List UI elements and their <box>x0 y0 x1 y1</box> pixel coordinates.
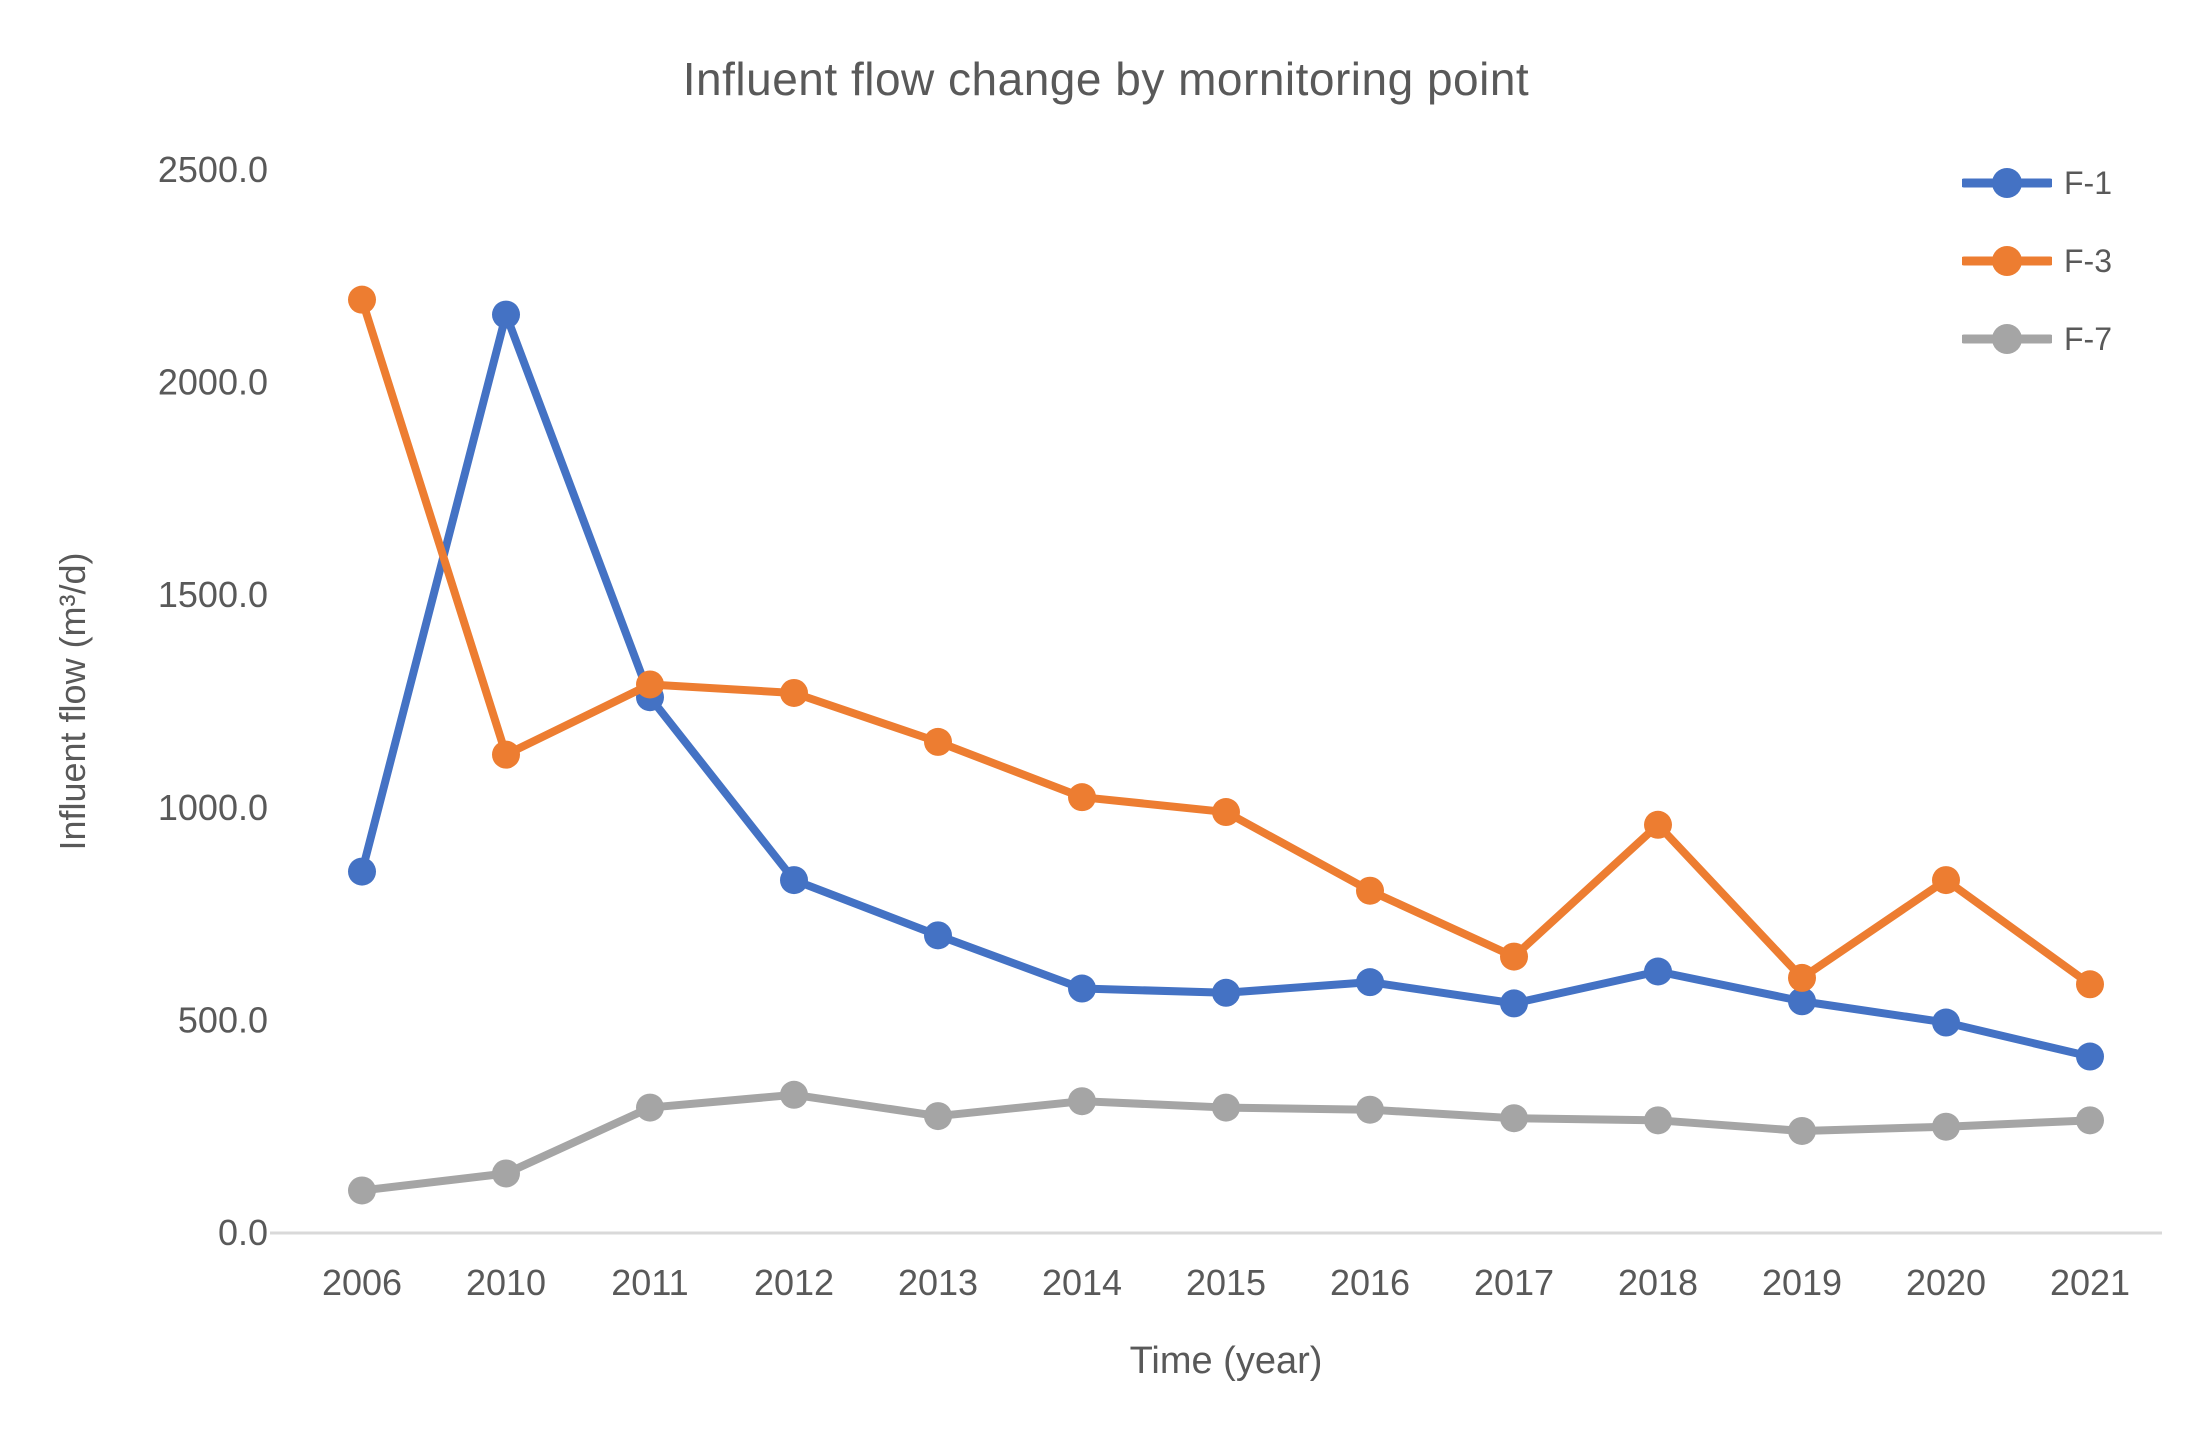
data-point-F-7-2011 <box>636 1093 664 1122</box>
legend-label: F-7 <box>2064 321 2112 357</box>
data-point-F-3-2019 <box>1788 963 1816 992</box>
x-tick-label: 2010 <box>466 1262 546 1303</box>
data-point-F-3-2011 <box>636 670 664 699</box>
data-point-F-7-2020 <box>1932 1112 1960 1141</box>
y-tick-label: 500.0 <box>178 999 268 1040</box>
legend-item-f1[interactable]: F-1 <box>1962 158 2112 208</box>
data-point-F-3-2021 <box>2076 970 2104 999</box>
y-tick-label: 0.0 <box>218 1212 268 1253</box>
legend-label: F-3 <box>2064 243 2112 279</box>
data-point-F-7-2012 <box>780 1080 808 1109</box>
data-point-F-7-2014 <box>1068 1087 1096 1116</box>
data-point-F-3-2016 <box>1356 876 1384 905</box>
data-point-F-3-2010 <box>492 740 520 769</box>
legend: F-1 F-3 F-7 <box>1962 158 2112 364</box>
data-point-F-3-2020 <box>1932 866 1960 895</box>
data-point-F-7-2010 <box>492 1159 520 1188</box>
data-point-F-3-2013 <box>924 727 952 756</box>
data-point-F-3-2014 <box>1068 783 1096 812</box>
data-point-F-3-2015 <box>1212 798 1240 827</box>
legend-swatch-line-icon <box>1962 168 2052 198</box>
data-point-F-3-2012 <box>780 678 808 707</box>
data-point-F-3-2006 <box>348 285 376 314</box>
data-point-F-7-2017 <box>1500 1104 1528 1133</box>
y-tick-label: 2500.0 <box>158 149 268 190</box>
y-axis-title: Influent flow (m³/d) <box>52 552 93 850</box>
x-tick-label: 2012 <box>754 1262 834 1303</box>
series-line-F-3 <box>358 295 2094 989</box>
data-point-F-7-2018 <box>1644 1106 1672 1135</box>
data-point-F-7-2021 <box>2076 1106 2104 1135</box>
data-point-F-7-2015 <box>1212 1093 1240 1122</box>
chart-title: Influent flow change by mornitoring poin… <box>682 53 1530 105</box>
data-point-F-3-2018 <box>1644 810 1672 839</box>
x-tick-label: 2006 <box>322 1262 402 1303</box>
legend-item-f7[interactable]: F-7 <box>1962 314 2112 364</box>
data-point-F-7-2016 <box>1356 1095 1384 1124</box>
x-tick-label: 2019 <box>1762 1262 1842 1303</box>
x-tick-label: 2016 <box>1330 1262 1410 1303</box>
x-axis-title: Time (year) <box>1130 1340 1323 1382</box>
y-tick-label: 1000.0 <box>158 787 268 828</box>
data-point-F-1-2015 <box>1212 978 1240 1007</box>
x-tick-label: 2021 <box>2050 1262 2130 1303</box>
x-tick-label: 2015 <box>1186 1262 1266 1303</box>
data-point-F-1-2021 <box>2076 1042 2104 1071</box>
y-tick-label: 2000.0 <box>158 362 268 403</box>
x-tick-label: 2011 <box>611 1262 688 1303</box>
legend-swatch-line-icon <box>1962 246 2052 276</box>
data-point-F-1-2012 <box>780 866 808 895</box>
x-tick-label: 2017 <box>1474 1262 1554 1303</box>
data-point-F-1-2010 <box>492 300 520 329</box>
legend-swatch-line-icon <box>1962 324 2052 354</box>
x-tick-label: 2014 <box>1042 1262 1122 1303</box>
data-point-F-1-2018 <box>1644 957 1672 986</box>
series-line-F-1 <box>358 310 2094 1061</box>
y-tick-label: 1500.0 <box>158 574 268 615</box>
legend-item-f3[interactable]: F-3 <box>1962 236 2112 286</box>
legend-label: F-1 <box>2064 165 2112 201</box>
data-point-F-1-2020 <box>1932 1008 1960 1037</box>
data-point-F-3-2017 <box>1500 942 1528 971</box>
data-point-F-1-2013 <box>924 921 952 950</box>
data-point-F-7-2019 <box>1788 1116 1816 1145</box>
data-point-F-1-2019 <box>1788 987 1816 1016</box>
data-point-F-1-2017 <box>1500 989 1528 1018</box>
x-tick-label: 2018 <box>1618 1262 1698 1303</box>
x-tick-label: 2013 <box>898 1262 978 1303</box>
data-point-F-1-2016 <box>1356 968 1384 997</box>
x-tick-label: 2020 <box>1906 1262 1986 1303</box>
data-point-F-1-2006 <box>348 857 376 886</box>
data-point-F-7-2013 <box>924 1102 952 1131</box>
data-point-F-7-2006 <box>348 1176 376 1205</box>
data-point-F-1-2014 <box>1068 974 1096 1003</box>
